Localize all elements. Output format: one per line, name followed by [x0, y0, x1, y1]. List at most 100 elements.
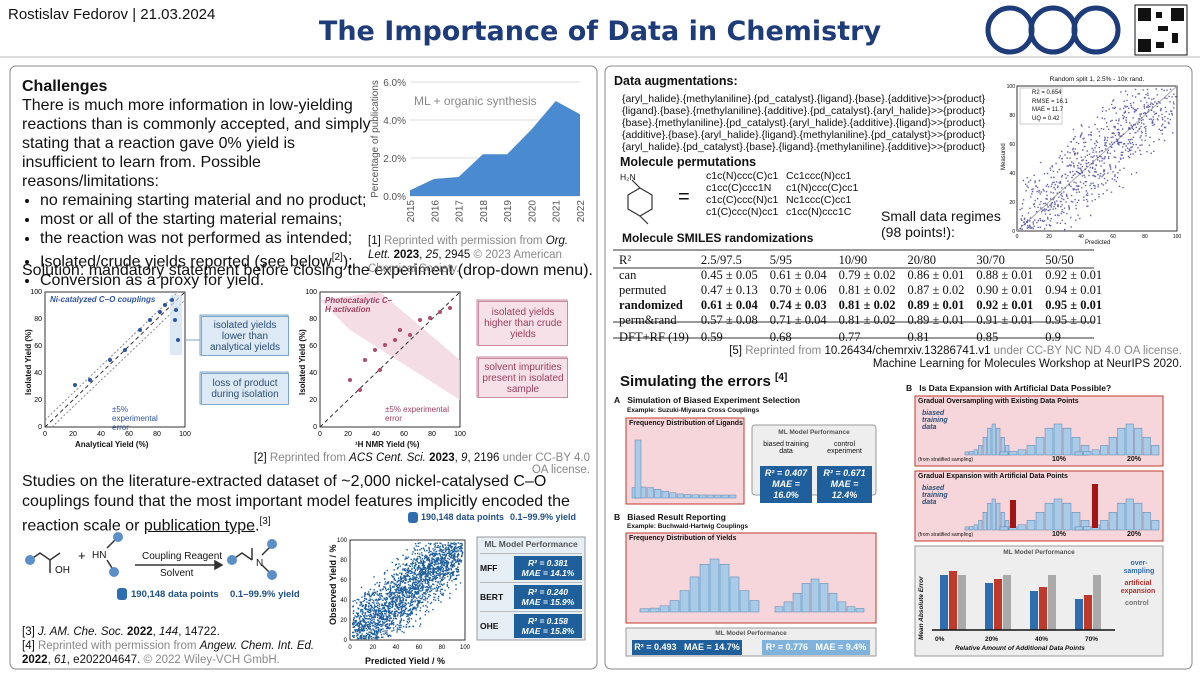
smiles: c1(C)ccc(N)cc1 — [706, 206, 779, 218]
scatter-points: 190,148 data points — [421, 512, 505, 522]
ref-volume: 9 — [461, 452, 468, 464]
table-cell: permuted — [619, 283, 667, 297]
ref-text: , e202204647. — [66, 654, 144, 666]
tick-label: 80 — [1009, 113, 1015, 119]
y-tick-label: 0.0% — [383, 192, 406, 203]
header-cell: 50/50 — [1045, 252, 1074, 267]
decor-bar — [994, 579, 1002, 630]
decor-bar — [792, 592, 802, 613]
tick-label: 40 — [1009, 171, 1015, 177]
ref-num: [4] — [22, 640, 38, 652]
decor-bar — [669, 492, 677, 499]
solution: Solution: mandatory statement before clo… — [22, 262, 593, 279]
table-cell: 0.87 ± 0.02 — [907, 283, 965, 297]
ref-journal: Org. Lett. — [368, 235, 569, 261]
c-xtick: 40% — [1035, 636, 1049, 643]
tick-label: 100 — [179, 431, 191, 438]
decor-bar — [801, 583, 811, 613]
ref-year: 2022 — [127, 626, 153, 638]
ref-num: [3] — [22, 626, 38, 638]
ref-copyright: © 2023 American Chemical Society. — [368, 249, 562, 275]
decor-bar — [1125, 423, 1134, 456]
scheme-oh: OH — [55, 565, 70, 576]
c-xtick: 0% — [935, 636, 945, 643]
tick-label: 40 — [340, 598, 347, 604]
smiles: c1c(C)ccc(N)c1 — [706, 194, 779, 206]
decor-bar — [1039, 587, 1047, 630]
mae: MAE = 14.7% — [684, 642, 740, 652]
smiles: c1cc(N)ccc1C — [786, 206, 852, 218]
decor-bar — [987, 502, 992, 531]
ref-text: , — [152, 626, 160, 638]
tick-label: 80 — [309, 316, 317, 323]
table-cell: 0.74 ± 0.03 — [769, 298, 827, 312]
decor-bar — [689, 576, 700, 613]
table-cell: 0.9 — [1045, 329, 1061, 344]
table-cell: 0.71 ± 0.04 — [769, 313, 827, 327]
b-perf: ML Model Performance — [715, 630, 787, 637]
header-cell: 5/95 — [769, 252, 793, 267]
tick-label: 100 — [1007, 84, 1016, 90]
smiles: Nc1ccc(C)cc1 — [786, 194, 852, 206]
decor-bar — [709, 558, 720, 613]
scheme-points: 190,148 data points — [131, 589, 219, 600]
tick-label: 0 — [344, 638, 348, 644]
table-cell: 0.47 ± 0.13 — [700, 283, 758, 297]
tick-label: 0 — [318, 431, 322, 438]
table-row: permuted 0.47 ± 0.13 0.70 ± 0.06 0.81 ± 0.0… — [613, 283, 1108, 298]
header-cell: 10/90 — [838, 252, 868, 267]
ref1: [1] Reprinted with permission from Org. … — [368, 234, 593, 276]
decor-bar — [714, 494, 722, 499]
decor-bar — [1091, 449, 1100, 456]
table-cell: 0.86 ± 0.01 — [907, 268, 965, 282]
tick-label: 0 — [348, 645, 352, 651]
ref-text: , — [419, 249, 426, 261]
reg-title: Random split 1, 2.5% - 10x rand. — [1049, 76, 1145, 83]
tick-label: 80 — [439, 645, 446, 651]
decor-bar — [1062, 427, 1072, 456]
scheme-solvent: Solvent — [160, 568, 194, 579]
c-title: B Is Data Expansion with Artificial Data… — [906, 383, 1111, 393]
reg-stat: MAE = 11.7 — [1032, 107, 1064, 113]
table-heading: Molecule SMILES randomizations — [622, 231, 814, 245]
y-tick-label: 6.0% — [383, 78, 406, 89]
aug-line: {additive}.{base}.{aryl_halide}.{ligand}… — [622, 129, 986, 141]
decor-bar — [1003, 575, 1011, 630]
table-cell: 0.92 ± 0.01 — [976, 298, 1034, 312]
tick-label: 20 — [1046, 234, 1052, 240]
decor-bar — [1142, 437, 1151, 456]
decor-bar — [973, 524, 978, 531]
aug-line: {aryl_halide}.{methylaniline}.{pd_cataly… — [622, 93, 986, 105]
table-cell: 0.88 ± 0.01 — [976, 268, 1034, 282]
errors-heading: Simulating the errors [4] — [620, 372, 787, 390]
table-cell: DFT+RF (19) — [619, 329, 689, 344]
x-tick-label: 2022 — [576, 200, 587, 223]
decor-bar — [699, 564, 710, 613]
decor-bar — [676, 493, 684, 499]
tick-label: 60 — [1110, 234, 1116, 240]
tick-label: 60 — [416, 645, 423, 651]
mae: MAE = 16.0% — [772, 479, 800, 500]
fig-ylabel: Isolated Yield (%) — [24, 329, 33, 395]
decor-bar — [1084, 595, 1092, 630]
decor-bar — [684, 494, 692, 499]
aug-line: {ligand}.{base}.{methylaniline}.{additiv… — [622, 105, 986, 117]
ref-copyright: © 2022 Wiley-VCH GmbH. — [143, 654, 280, 666]
c-xtick: 20% — [985, 636, 999, 643]
decor-bar — [1083, 451, 1092, 456]
tick-label: 20 — [34, 397, 42, 404]
decor-bar — [1117, 427, 1126, 456]
decor-bar — [1053, 498, 1063, 531]
decor-bar — [940, 575, 948, 630]
decor-bar — [739, 590, 750, 613]
ref4: [4] Reprinted with permission from Angew… — [22, 639, 342, 667]
ml-metrics: R² = 0.240 MAE = 15.9% — [514, 585, 582, 609]
ref-journal: Angew. Chem. Int. Ed. — [199, 640, 315, 652]
mae: MAE = 12.4% — [830, 479, 859, 500]
bullet-text: Isolated/crude yields reported (see belo… — [40, 253, 332, 271]
ref-text: , 2196 — [467, 452, 503, 464]
table-cell: can — [619, 268, 637, 282]
decor-bar — [969, 526, 974, 531]
y-tick-label: 2.0% — [383, 154, 406, 165]
table-cell: 0.90 ± 0.01 — [976, 283, 1034, 297]
